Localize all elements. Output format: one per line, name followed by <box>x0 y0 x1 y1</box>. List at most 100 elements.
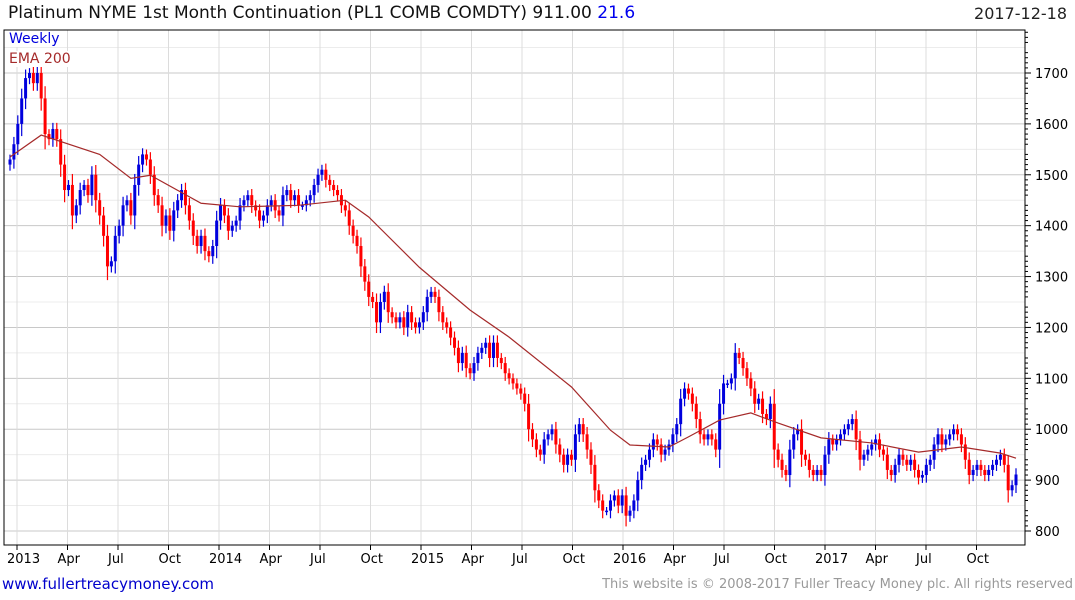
candle-body <box>573 434 577 460</box>
candle-body <box>784 469 788 476</box>
candle-body <box>839 434 843 440</box>
candle-body <box>523 393 527 404</box>
candle-body <box>815 469 819 476</box>
candle-body <box>932 444 936 460</box>
candle-body <box>141 154 145 165</box>
y-tick-label: 1700 <box>1035 67 1068 82</box>
y-tick-label: 1200 <box>1035 321 1068 336</box>
candle-body <box>180 190 184 201</box>
candle-body <box>441 312 445 323</box>
candle-body <box>944 439 948 445</box>
candle-body <box>1002 454 1006 465</box>
candle-body <box>589 449 593 465</box>
candle-body <box>538 449 542 455</box>
candle-body <box>289 190 293 201</box>
candle-body <box>897 454 901 465</box>
candle-body <box>20 98 24 124</box>
candle-body <box>351 225 355 236</box>
candle-body <box>885 454 889 470</box>
candle-body <box>8 159 12 165</box>
candle-body <box>59 139 63 165</box>
x-tick-label: Jul <box>713 552 730 567</box>
candle-body <box>320 169 324 175</box>
candle-body <box>983 469 987 476</box>
candle-body <box>437 296 441 313</box>
candle-body <box>16 123 20 145</box>
candle-body <box>90 174 94 196</box>
candle-body <box>207 251 211 257</box>
x-tick-label: 2015 <box>411 552 444 567</box>
candle-body <box>70 184 74 216</box>
candle-body <box>449 327 453 338</box>
candle-body <box>686 388 690 394</box>
candle-body <box>160 205 164 226</box>
candle-body <box>924 464 928 476</box>
candle-body <box>612 495 616 501</box>
candle-body <box>172 210 176 231</box>
candle-body <box>371 296 375 302</box>
candle-body <box>519 388 523 394</box>
candle-body <box>82 184 86 191</box>
candle-body <box>250 195 254 206</box>
candle-body <box>105 235 109 267</box>
candle-body <box>620 495 624 506</box>
candle-body <box>265 205 269 216</box>
candle-body <box>394 317 398 323</box>
x-tick-label: Apr <box>260 552 283 567</box>
candle-body <box>585 434 589 450</box>
candle-body <box>757 398 761 404</box>
candle-body <box>569 454 573 460</box>
candle-body <box>425 296 429 313</box>
candle-body <box>472 363 476 374</box>
candle-body <box>998 454 1002 460</box>
candle-body <box>390 312 394 318</box>
candle-body <box>991 464 995 470</box>
candle-body <box>542 439 546 455</box>
candle-body <box>948 434 952 440</box>
candle-body <box>156 195 160 206</box>
candle-body <box>850 419 854 425</box>
candle-body <box>811 469 815 476</box>
candle-body <box>710 434 714 440</box>
website-link[interactable]: www.fullertreacymoney.com <box>2 575 215 593</box>
candle-body <box>761 398 765 414</box>
candle-body <box>24 78 28 99</box>
candle-body <box>593 464 597 491</box>
candle-body <box>959 434 963 445</box>
candle-body <box>332 184 336 191</box>
candle-body <box>831 439 835 445</box>
candle-body <box>534 439 538 450</box>
candle-body <box>940 434 944 445</box>
candle-body <box>164 215 168 226</box>
candle-body <box>628 510 632 516</box>
candle-body <box>753 388 757 404</box>
candle-body <box>242 200 246 206</box>
candle-body <box>86 184 90 196</box>
candle-body <box>866 449 870 455</box>
candle-body <box>749 378 753 389</box>
candle-body <box>219 205 223 221</box>
candle-body <box>297 195 301 206</box>
candle-body <box>375 301 379 323</box>
candle-body <box>152 174 156 196</box>
candle-body <box>780 459 784 470</box>
candle-body <box>367 281 371 297</box>
candle-body <box>226 215 230 231</box>
candle-body <box>928 459 932 465</box>
legend-weekly: Weekly <box>9 31 60 47</box>
candle-body <box>632 500 636 511</box>
candle-body <box>66 184 70 191</box>
candle-body <box>616 495 620 506</box>
candle-body <box>133 184 137 216</box>
candle-body <box>963 444 967 460</box>
candle-body <box>546 434 550 440</box>
candle-body <box>238 205 242 221</box>
candle-body <box>722 383 726 404</box>
candle-body <box>776 449 780 460</box>
candle-body <box>191 220 195 236</box>
candle-body <box>316 174 320 185</box>
candle-body <box>308 195 312 201</box>
candle-body <box>113 235 117 262</box>
candle-body <box>796 429 800 435</box>
candle-body <box>1006 464 1010 491</box>
